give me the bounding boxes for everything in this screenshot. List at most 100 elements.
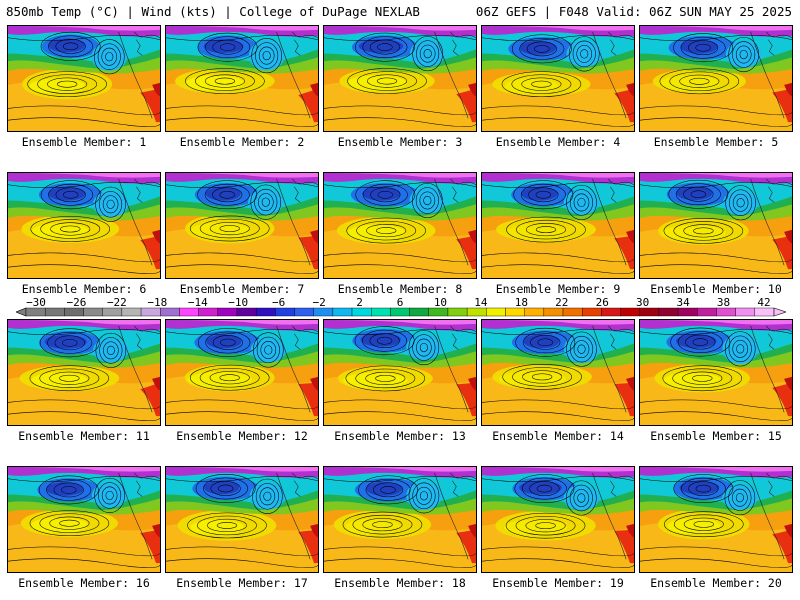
ensemble-member-map bbox=[639, 466, 793, 573]
ensemble-member-map bbox=[7, 25, 161, 132]
ensemble-member-map bbox=[481, 172, 635, 279]
colorbar-swatch bbox=[217, 307, 238, 317]
colorbar-tick-label: 30 bbox=[636, 296, 650, 309]
ensemble-member-map bbox=[639, 172, 793, 279]
ensemble-member-map bbox=[481, 466, 635, 573]
ensemble-member-label: Ensemble Member: 9 bbox=[495, 282, 621, 296]
colorbar-swatch bbox=[543, 307, 564, 317]
colorbar-swatch bbox=[121, 307, 142, 317]
colorbar-tick-label: 10 bbox=[433, 296, 448, 309]
colorbar-tick-label: 14 bbox=[474, 296, 488, 309]
ensemble-member-label: Ensemble Member: 16 bbox=[18, 576, 150, 590]
colorbar-swatch bbox=[83, 307, 103, 317]
ensemble-member-map bbox=[323, 172, 477, 279]
ensemble-member-map bbox=[165, 25, 319, 132]
colorbar-swatch bbox=[677, 307, 698, 317]
colorbar-tick-label: −26 bbox=[66, 296, 87, 309]
ensemble-member-map bbox=[7, 172, 161, 279]
colorbar-swatch bbox=[639, 307, 660, 317]
colorbar-tick-label: 18 bbox=[514, 296, 528, 309]
colorbar-swatch bbox=[371, 307, 391, 317]
ensemble-member-label: Ensemble Member: 15 bbox=[650, 429, 782, 443]
colorbar-tick-labels: −30 −26 −22 −18 −14 −10 −6 −2 2 6 10 14 18 22 26 30 34 38… bbox=[0, 296, 800, 309]
ensemble-member-map bbox=[165, 319, 319, 426]
colorbar-tick-label: −14 bbox=[187, 296, 208, 309]
colorbar-swatch bbox=[313, 307, 334, 317]
colorbar-swatch bbox=[351, 307, 372, 317]
map-title: 850mb Temp (°C) | Wind (kts) | College o… bbox=[6, 4, 420, 19]
ensemble-member-map bbox=[481, 25, 635, 132]
ensemble-member-label: Ensemble Member: 17 bbox=[176, 576, 308, 590]
ensemble-member-label: Ensemble Member: 12 bbox=[176, 429, 308, 443]
colorbar-tick-label: −2 bbox=[312, 296, 326, 309]
ensemble-member-label: Ensemble Member: 3 bbox=[337, 135, 463, 149]
colorbar-swatch bbox=[390, 307, 410, 317]
colorbar-swatch bbox=[754, 307, 775, 317]
colorbar-tick-label: −18 bbox=[147, 296, 168, 309]
colorbar-swatch bbox=[179, 307, 199, 317]
ensemble-member-map bbox=[323, 319, 477, 426]
colorbar-swatch bbox=[160, 307, 180, 317]
ensemble-member-label: Ensemble Member: 13 bbox=[334, 429, 466, 443]
colorbar-swatch bbox=[505, 307, 525, 317]
colorbar-swatch bbox=[64, 307, 84, 317]
colorbar-swatch bbox=[447, 307, 468, 317]
ensemble-member-label: Ensemble Member: 8 bbox=[337, 282, 463, 296]
colorbar-swatch bbox=[601, 307, 621, 317]
colorbar-swatch bbox=[102, 307, 123, 317]
ensemble-member-label: Ensemble Member: 4 bbox=[495, 135, 621, 149]
ensemble-member-label: Ensemble Member: 2 bbox=[179, 135, 305, 149]
colorbar-tick-label: 34 bbox=[676, 296, 690, 309]
ensemble-member-map bbox=[639, 25, 793, 132]
ensemble-member-label: Ensemble Member: 1 bbox=[21, 135, 147, 149]
ensemble-member-map bbox=[165, 172, 319, 279]
colorbar-swatch bbox=[658, 307, 679, 317]
colorbar-tick-label: 2 bbox=[356, 296, 363, 309]
ensemble-member-map bbox=[7, 466, 161, 573]
colorbar-swatch bbox=[275, 307, 295, 317]
ensemble-member-map bbox=[639, 319, 793, 426]
colorbar-swatch bbox=[582, 307, 602, 317]
ensemble-member-label: Ensemble Member: 11 bbox=[18, 429, 150, 443]
ensemble-member-map bbox=[323, 466, 477, 573]
colorbar-tick-label: −6 bbox=[272, 296, 286, 309]
colorbar-swatch bbox=[236, 307, 257, 317]
colorbar-swatch bbox=[562, 307, 583, 317]
colorbar-swatch bbox=[524, 307, 545, 317]
temperature-colorbar bbox=[16, 307, 786, 317]
ensemble-member-label: Ensemble Member: 10 bbox=[650, 282, 782, 296]
colorbar-swatch bbox=[409, 307, 429, 317]
ensemble-member-label: Ensemble Member: 20 bbox=[650, 576, 782, 590]
colorbar-swatch bbox=[428, 307, 449, 317]
colorbar-min-arrow bbox=[16, 307, 27, 317]
colorbar-swatch bbox=[697, 307, 717, 317]
ensemble-member-label: Ensemble Member: 19 bbox=[492, 576, 624, 590]
colorbar-tick-label: −22 bbox=[106, 296, 127, 309]
ensemble-member-map bbox=[7, 319, 161, 426]
ensemble-member-map bbox=[323, 25, 477, 132]
colorbar-tick-label: 38 bbox=[716, 296, 731, 309]
colorbar-tick-label: −10 bbox=[228, 296, 249, 309]
ensemble-member-label: Ensemble Member: 5 bbox=[653, 135, 779, 149]
colorbar-swatch bbox=[466, 307, 487, 317]
colorbar-swatch bbox=[735, 307, 756, 317]
colorbar-swatch bbox=[255, 307, 276, 317]
ensemble-member-label: Ensemble Member: 7 bbox=[179, 282, 305, 296]
ensemble-member-map bbox=[165, 466, 319, 573]
ensemble-member-label: Ensemble Member: 6 bbox=[21, 282, 147, 296]
run-valid-time: 06Z GEFS | F048 Valid: 06Z SUN MAY 25 20… bbox=[475, 4, 792, 19]
colorbar-swatch bbox=[44, 307, 65, 317]
colorbar-tick-label: 42 bbox=[757, 296, 771, 309]
colorbar-swatch bbox=[486, 307, 506, 317]
colorbar-max-arrow bbox=[773, 307, 786, 317]
colorbar-swatch bbox=[294, 307, 314, 317]
ensemble-member-label: Ensemble Member: 18 bbox=[334, 576, 466, 590]
colorbar-tick-label: 6 bbox=[396, 296, 404, 309]
colorbar-tick-label: 22 bbox=[555, 296, 569, 309]
colorbar-swatch bbox=[140, 307, 161, 317]
ensemble-member-label: Ensemble Member: 14 bbox=[492, 429, 624, 443]
colorbar-swatch bbox=[620, 307, 640, 317]
colorbar-swatch bbox=[198, 307, 218, 317]
colorbar-swatch bbox=[716, 307, 736, 317]
